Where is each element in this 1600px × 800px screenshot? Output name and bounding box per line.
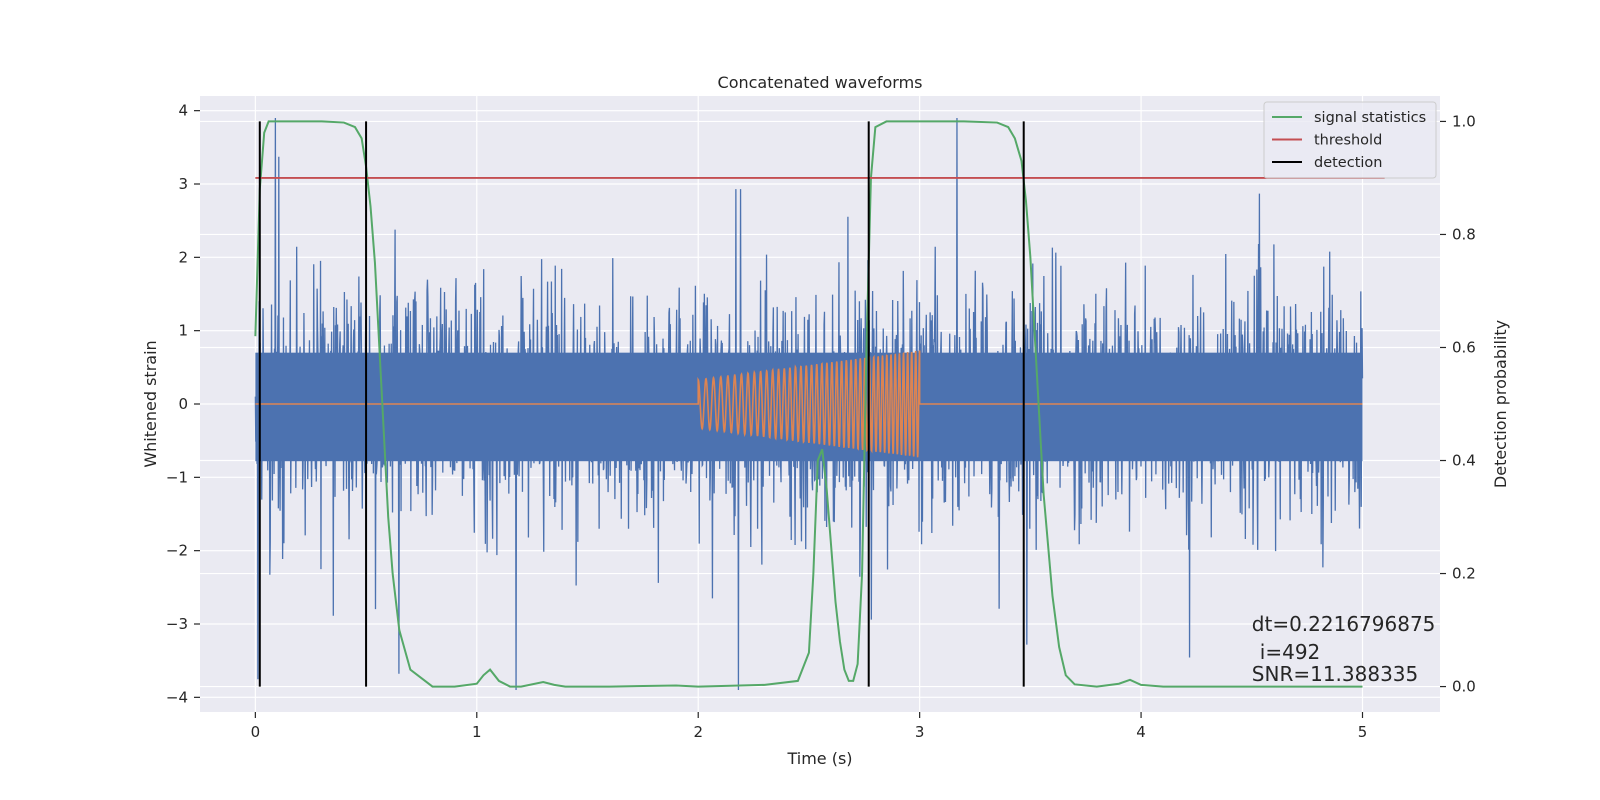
annotation-i: i=492 <box>1260 640 1321 664</box>
x-tick-label: 0 <box>251 723 261 741</box>
legend-entry-threshold: threshold <box>1314 133 1382 149</box>
annotation-snr: SNR=11.388335 <box>1252 662 1418 686</box>
y-right-tick-label: 0.6 <box>1452 338 1476 356</box>
y-right-tick-label: 1.0 <box>1452 112 1476 130</box>
signal-statistics-line <box>254 120 1363 688</box>
legend-entry-detection: detection <box>1314 155 1382 171</box>
y-right-tick-label: 0.2 <box>1452 565 1476 583</box>
y-tick-label: 1 <box>178 322 188 340</box>
y-tick-label: 4 <box>178 102 188 120</box>
y-tick-label: 0 <box>178 395 188 413</box>
injected-waveform-layer <box>255 350 1363 458</box>
x-tick-label: 5 <box>1358 723 1368 741</box>
y-tick-label: 2 <box>178 248 188 266</box>
legend: signal statistics threshold detection <box>1263 101 1437 179</box>
legend-entry-signal-statistics: signal statistics <box>1314 110 1426 126</box>
chart-title: Concatenated waveforms <box>718 73 923 92</box>
y-tick-label: −1 <box>166 468 188 486</box>
axes-layer: 0 1 2 3 4 5 −4 −3 −2 −1 0 1 2 3 4 0.0 0.2 0.4 0.6 0.8 1.0 <box>166 102 1476 741</box>
x-tick-label: 4 <box>1136 723 1146 741</box>
y-right-tick-label: 0.0 <box>1452 678 1476 696</box>
y-tick-label: −3 <box>166 615 188 633</box>
y-tick-label: 3 <box>178 175 188 193</box>
legend-box <box>1263 101 1437 179</box>
x-tick-label: 3 <box>915 723 925 741</box>
y-tick-label: −2 <box>166 542 188 560</box>
strain-band <box>255 352 1363 462</box>
y-right-tick-label: 0.4 <box>1452 452 1476 470</box>
y-axis-label: Whitened strain <box>141 340 160 467</box>
y-axis-label-right: Detection probability <box>1491 320 1510 488</box>
signal-statistics-layer <box>254 120 1385 688</box>
y-tick-label: −4 <box>166 688 188 706</box>
y-right-tick-label: 0.8 <box>1452 225 1476 243</box>
x-tick-label: 1 <box>472 723 482 741</box>
x-tick-label: 2 <box>693 723 703 741</box>
annotation-dt: dt=0.2216796875 <box>1252 612 1436 636</box>
x-axis-label: Time (s) <box>786 749 852 768</box>
strain-layer <box>254 117 1364 691</box>
injected-waveform-line <box>255 350 1363 458</box>
